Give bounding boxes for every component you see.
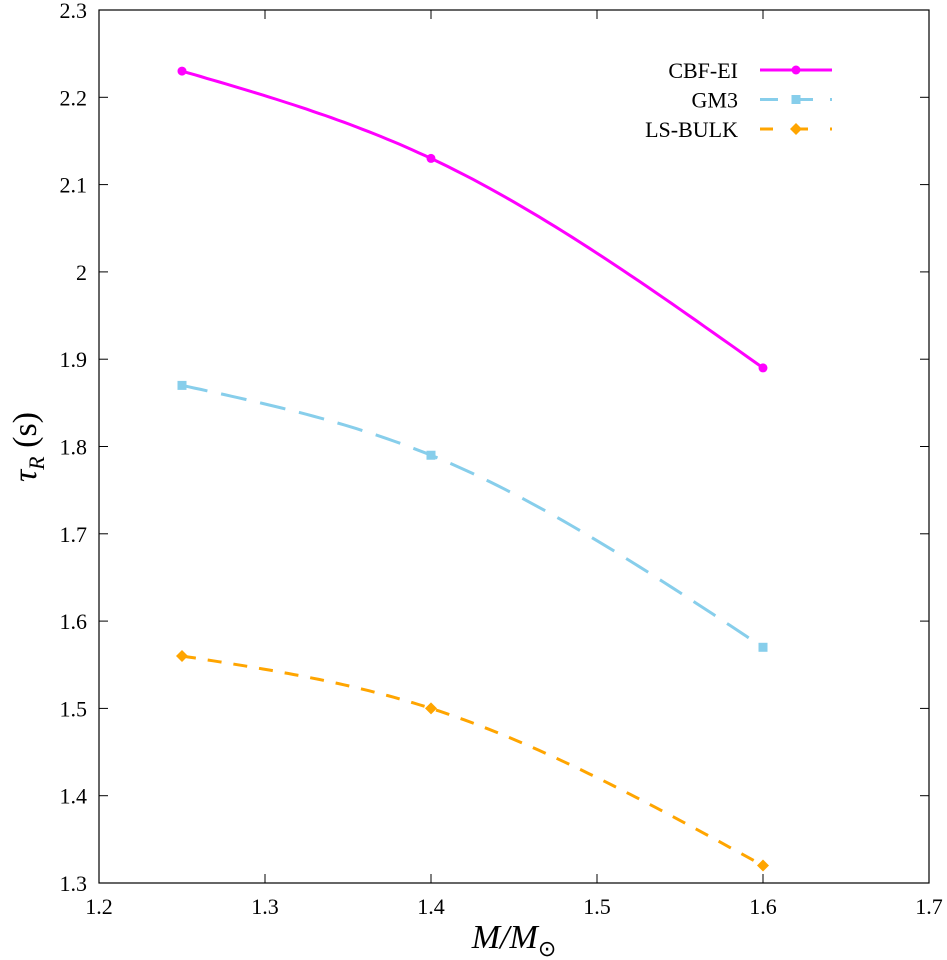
legend-label: CBF-EI bbox=[668, 58, 738, 83]
x-tick-label: 1.2 bbox=[85, 894, 113, 919]
series-line-ls-bulk bbox=[181, 654, 764, 867]
legend-label: LS-BULK bbox=[645, 117, 738, 142]
x-axis-label-main: M/M bbox=[471, 919, 540, 956]
y-tick-label: 1.3 bbox=[60, 871, 88, 896]
data-point-gm3 bbox=[426, 450, 436, 460]
legend-marker bbox=[790, 123, 802, 135]
series-line-gm3 bbox=[181, 383, 764, 649]
data-point-gm3 bbox=[758, 642, 768, 652]
y-tick-label: 2.3 bbox=[60, 0, 88, 23]
y-tick-label: 1.5 bbox=[60, 696, 88, 721]
data-point-gm3 bbox=[177, 380, 187, 390]
x-tick-label: 1.6 bbox=[749, 894, 777, 919]
x-axis-label: M/M⊙ bbox=[471, 919, 557, 960]
y-tick-label: 1.7 bbox=[60, 522, 88, 547]
y-tick-label: 2.2 bbox=[60, 85, 88, 110]
y-axis-label-main: τ bbox=[7, 468, 44, 482]
plot-frame bbox=[98, 9, 930, 884]
data-point-ls-bulk bbox=[757, 859, 769, 872]
y-axis-label: τR (s) bbox=[7, 412, 49, 482]
data-point-ls-bulk bbox=[176, 650, 188, 663]
y-axis-label-sub: R bbox=[24, 456, 49, 471]
x-tick-label: 1.5 bbox=[583, 894, 611, 919]
x-axis-label-sub: ⊙ bbox=[538, 936, 556, 960]
legend-marker bbox=[791, 65, 801, 75]
x-tick-label: 1.3 bbox=[251, 894, 279, 919]
y-tick-label: 2 bbox=[76, 260, 87, 285]
y-tick-label: 1.6 bbox=[60, 609, 88, 634]
legend-marker bbox=[791, 95, 801, 104]
x-tick-label: 1.4 bbox=[417, 894, 445, 919]
y-tick-label: 2.1 bbox=[60, 173, 88, 198]
series-line-cbf-ei bbox=[181, 69, 764, 370]
x-tick-label: 1.7 bbox=[915, 894, 943, 919]
y-axis-label-unit: (s) bbox=[7, 412, 44, 456]
data-point-ls-bulk bbox=[425, 702, 437, 715]
data-point-cbf-ei bbox=[177, 66, 187, 76]
y-tick-label: 1.4 bbox=[60, 784, 88, 809]
y-tick-label: 1.9 bbox=[60, 347, 88, 372]
legend-label: GM3 bbox=[692, 88, 738, 113]
y-tick-label: 1.8 bbox=[60, 435, 88, 460]
data-point-cbf-ei bbox=[758, 363, 768, 373]
data-point-cbf-ei bbox=[426, 153, 436, 163]
